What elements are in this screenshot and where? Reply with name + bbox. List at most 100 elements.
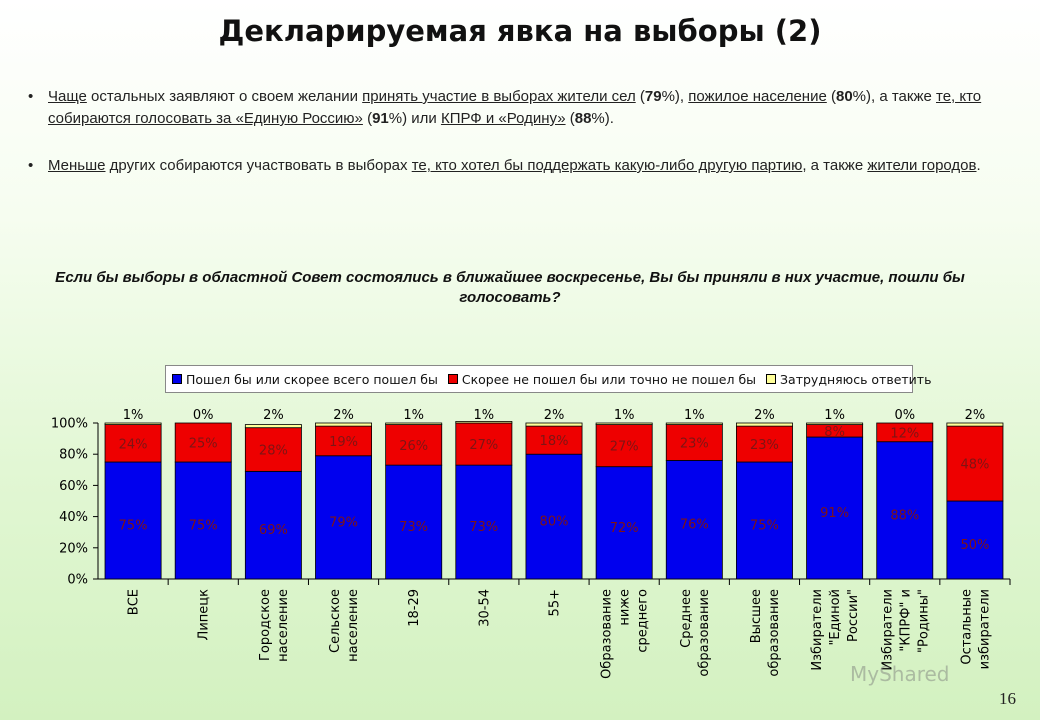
x-category-label-line: образование bbox=[767, 589, 782, 677]
data-label: 1% bbox=[824, 408, 845, 423]
bold-number: 91 bbox=[372, 110, 389, 127]
data-label: 0% bbox=[193, 408, 214, 423]
bar-segment bbox=[946, 422, 1004, 427]
bar-segment bbox=[525, 453, 583, 580]
data-label: 27% bbox=[469, 438, 498, 453]
text-segment: других собираются участвовать в выборах bbox=[105, 157, 412, 174]
text-segment: %), а также bbox=[852, 88, 936, 105]
data-label: 75% bbox=[750, 519, 779, 534]
data-label: 2% bbox=[544, 408, 565, 423]
x-category-label-line: "Родины" bbox=[916, 589, 931, 653]
x-category-label: 30-54 bbox=[477, 589, 492, 627]
bar-segment bbox=[315, 422, 373, 427]
bar-segment bbox=[946, 500, 1004, 580]
bar-segment bbox=[174, 422, 232, 463]
data-label: 88% bbox=[890, 508, 919, 523]
x-category-label: Образование ниже среднего bbox=[600, 589, 651, 679]
underlined-text: Чаще bbox=[48, 88, 87, 105]
data-label: 1% bbox=[684, 408, 705, 423]
legend-label: Пошел бы или скорее всего пошел бы bbox=[186, 371, 438, 387]
bullet-1: • Чаще остальных заявляют о своем желани… bbox=[28, 86, 1018, 130]
bar-segment bbox=[315, 455, 373, 580]
data-label: 69% bbox=[259, 523, 288, 538]
data-label: 19% bbox=[329, 435, 358, 450]
underlined-text: принять участие в выборах жители сел bbox=[362, 88, 636, 105]
legend-swatch bbox=[447, 374, 458, 384]
bar-segment bbox=[595, 422, 653, 425]
data-label: 27% bbox=[610, 440, 639, 455]
x-category-label-line: Липецк bbox=[197, 589, 212, 641]
data-label: 2% bbox=[333, 408, 354, 423]
data-label: 2% bbox=[263, 408, 284, 423]
text-segment: , а также bbox=[802, 157, 868, 174]
bullet-dot: • bbox=[28, 88, 34, 105]
legend-item-no: Скорее не пошел бы или точно не пошел бы bbox=[447, 371, 757, 387]
bar-segment bbox=[736, 425, 793, 463]
bar-segment bbox=[806, 422, 864, 425]
data-label: 91% bbox=[820, 506, 849, 521]
x-category-label-line: Среднее bbox=[679, 589, 694, 648]
x-category-label-line: избиратели bbox=[977, 589, 992, 669]
x-category-label-line: образование bbox=[697, 589, 712, 677]
underlined-text: жители городов bbox=[867, 157, 977, 174]
data-label: 26% bbox=[399, 439, 428, 454]
legend-swatch bbox=[172, 374, 182, 384]
page-title: Декларируемая явка на выборы (2) bbox=[218, 14, 822, 48]
x-category-label-line: население bbox=[276, 589, 291, 662]
x-category-label: Высшее образование bbox=[749, 589, 782, 677]
x-category-label: Избиратели "КПРФ" и "Родины" bbox=[880, 589, 931, 671]
y-tick-label: 100% bbox=[51, 417, 88, 432]
data-label: 23% bbox=[750, 438, 779, 453]
bar-segment bbox=[455, 422, 513, 466]
y-tick-label: 80% bbox=[59, 448, 88, 463]
bar-segment bbox=[385, 424, 443, 466]
data-label: 1% bbox=[614, 408, 635, 423]
x-category-label: Городское население bbox=[258, 589, 291, 662]
data-label: 28% bbox=[259, 444, 288, 459]
x-category-label-line: Избиратели bbox=[880, 589, 895, 671]
y-tick-label: 20% bbox=[59, 541, 88, 556]
text-segment: ( bbox=[826, 88, 836, 105]
data-label: 75% bbox=[189, 519, 218, 534]
bold-number: 80 bbox=[835, 88, 853, 105]
bar-segment bbox=[174, 461, 232, 580]
data-label: 50% bbox=[960, 538, 989, 553]
x-category-label: Остальные избиратели bbox=[959, 589, 992, 669]
bar-segment bbox=[806, 436, 864, 580]
y-tick-label: 0% bbox=[67, 573, 88, 588]
x-category-label-line: среднего bbox=[636, 589, 651, 653]
bar-segment bbox=[736, 422, 793, 427]
data-label: 0% bbox=[894, 408, 915, 423]
underlined-text: Меньше bbox=[48, 157, 106, 174]
bar-segment bbox=[665, 424, 723, 461]
bar-segment bbox=[104, 422, 162, 425]
data-label: 48% bbox=[960, 458, 989, 473]
x-category-label-line: Образование bbox=[600, 589, 615, 679]
x-category-label-line: Высшее bbox=[749, 589, 764, 643]
bar-segment bbox=[385, 422, 443, 425]
data-label: 2% bbox=[965, 408, 986, 423]
data-label: 23% bbox=[680, 437, 709, 452]
chart-legend: Пошел бы или скорее всего пошел бы Скоре… bbox=[165, 365, 931, 393]
data-label: 76% bbox=[680, 518, 709, 533]
text-segment: ( bbox=[565, 110, 575, 127]
x-category-label-line: "КПРФ" и bbox=[898, 589, 913, 652]
x-category-label-line: ВСЕ bbox=[127, 589, 142, 615]
underlined-text: те, кто собираются голосовать за «Единую… bbox=[48, 88, 982, 127]
x-category-label-line: Городское bbox=[258, 589, 273, 661]
bar-segment bbox=[736, 461, 793, 580]
bar-segment bbox=[455, 421, 513, 424]
legend-label: Скорее не пошел бы или точно не пошел бы bbox=[461, 371, 757, 387]
x-category-label: Среднее образование bbox=[679, 589, 712, 677]
bullet-text: Меньше других собираются участвовать в в… bbox=[48, 155, 1018, 177]
text-segment: ( bbox=[362, 110, 373, 127]
chart-question: Если бы выборы в областной Совет состоял… bbox=[55, 269, 965, 306]
bold-number: 88 bbox=[574, 110, 592, 127]
data-label: 79% bbox=[329, 515, 358, 530]
x-category-label-line: Остальные bbox=[959, 589, 974, 665]
y-tick-label: 40% bbox=[59, 510, 88, 525]
x-category-label-line: население bbox=[346, 589, 361, 662]
data-label: 24% bbox=[119, 437, 148, 452]
bar-segment bbox=[665, 422, 723, 425]
